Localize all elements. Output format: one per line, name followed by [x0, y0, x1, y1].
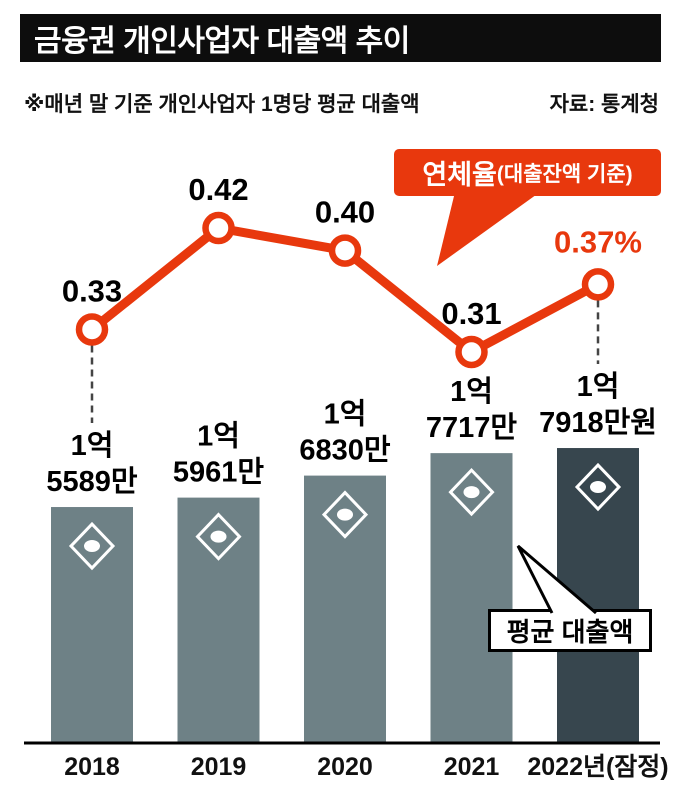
point-label: 0.33	[62, 273, 122, 308]
bar-value-label: 7717만	[426, 411, 518, 444]
bar-diamond-icon	[574, 462, 622, 512]
bar-dot-icon	[590, 481, 606, 494]
bar-dot-icon	[210, 530, 227, 543]
line-point	[202, 211, 235, 245]
bar-dot-icon	[337, 508, 353, 521]
bar-value-label: 1억	[450, 375, 493, 408]
bar-value-label: 5961만	[173, 456, 265, 489]
bar-value-label: 5589만	[46, 465, 138, 498]
bar-diamond-icon	[68, 521, 116, 571]
page-title: 금융권 개인사업자 대출액 추이	[20, 14, 661, 62]
line-point	[581, 268, 615, 301]
x-axis-label: 2021	[444, 753, 500, 781]
bar-dot-icon	[463, 486, 480, 499]
delinquency-rate-callout-main: 연체율	[422, 160, 497, 190]
delinquency-rate-callout-sub: (대출잔액 기준)	[496, 162, 633, 186]
bar-diamond-icon	[321, 490, 369, 539]
chart-note: ※매년 말 기준 개인사업자 1명당 평균 대출액	[24, 93, 420, 116]
line-point	[455, 335, 488, 369]
data-source: 자료: 통계청	[549, 93, 659, 116]
point-label: 0.42	[188, 172, 248, 207]
line-point	[75, 313, 109, 346]
bar-value-label: 1억	[324, 398, 367, 431]
bar-diamond-icon	[195, 512, 242, 561]
x-axis-label: 2020	[317, 753, 373, 781]
point-label: 0.37%	[554, 224, 642, 259]
bar-value-label: 1억	[197, 420, 240, 453]
point-label: 0.31	[441, 296, 501, 331]
bar-value-label: 7918만원	[539, 406, 657, 439]
average-loan-callout: 평균 대출액	[488, 609, 652, 652]
bar-value-label: 1억	[71, 429, 114, 462]
point-label: 0.40	[315, 195, 375, 230]
bar-diamond-icon	[448, 467, 495, 517]
bar-dot-icon	[84, 540, 100, 553]
bar-value-label: 1억	[577, 370, 620, 403]
delinquency-rate-callout: 연체율 (대출잔액 기준)	[394, 149, 661, 196]
bar-2021	[430, 453, 513, 742]
line-point	[328, 234, 362, 267]
bar-value-label: 6830만	[299, 434, 391, 467]
x-axis-label: 2018	[64, 753, 120, 781]
x-axis-label: 2022년(잠정)	[527, 753, 668, 781]
x-axis-label: 2019	[191, 753, 247, 781]
